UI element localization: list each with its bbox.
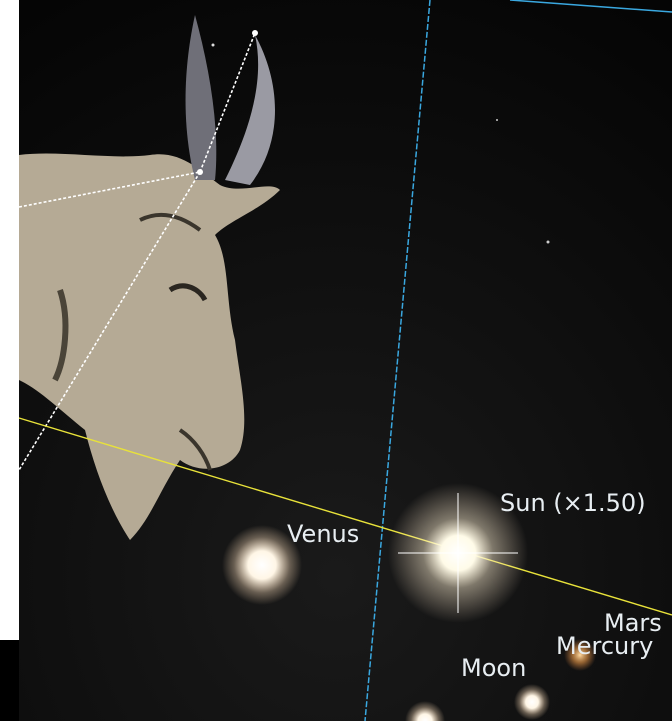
star [197, 169, 203, 175]
star [496, 119, 498, 121]
planet-label: Mercury [556, 632, 653, 660]
star [252, 30, 258, 36]
star [212, 44, 215, 47]
sky-view: Venus Sun (×1.50) Mars Mercury Moon [0, 0, 672, 721]
moon [514, 684, 550, 720]
panel-edge [0, 640, 19, 721]
planet-label: Venus [287, 520, 359, 548]
star [547, 241, 550, 244]
page: Venus Sun (×1.50) Mars Mercury Moon (() … [0, 0, 672, 721]
panel-edge [0, 0, 19, 640]
planet-label: Moon [461, 654, 526, 682]
planet-label: Sun (×1.50) [500, 489, 646, 517]
